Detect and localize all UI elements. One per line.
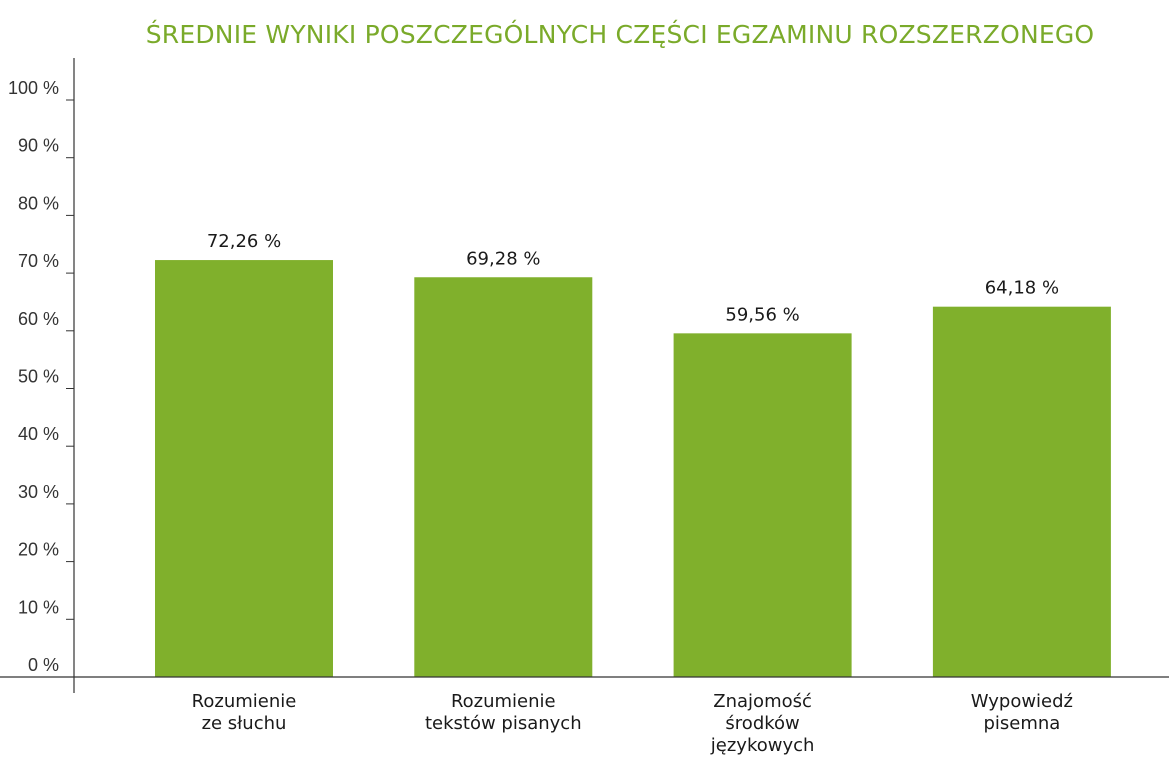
category-label-line: Rozumienie [451,691,556,712]
y-tick-label: 80 % [18,193,59,213]
y-tick-label: 90 % [18,136,59,156]
y-tick-label: 100 % [8,78,59,98]
value-label: 64,18 % [985,278,1059,299]
category-label-line: środków [725,713,799,734]
bar [932,306,1111,677]
y-tick-label: 10 % [18,597,59,617]
category-label-line: pisemna [983,713,1060,734]
category-label-line: ze słuchu [202,713,287,734]
y-tick-label: 20 % [18,540,59,560]
bar [673,333,852,677]
value-label: 59,56 % [725,304,799,325]
chart-title: ŚREDNIE WYNIKI POSZCZEGÓLNYCH CZĘŚCI EGZ… [146,19,1095,49]
y-tick-label: 50 % [18,367,59,387]
bar [414,277,593,677]
category-label: Znajomość środków językowych [710,691,815,756]
category-label-line: Rozumienie [192,691,297,712]
category-label: Rozumienie ze słuchu [192,691,297,734]
bars [155,260,1111,677]
y-tick-label: 0 % [28,655,59,675]
category-label-line: tekstów pisanych [425,713,582,734]
category-label-line: językowych [710,735,815,756]
category-label-line: Znajomość [713,691,812,712]
value-label: 72,26 % [207,231,281,252]
y-tick-label: 70 % [18,251,59,271]
category-label-line: Wypowiedź [971,691,1073,712]
value-labels: 72,26 % 69,28 % 59,56 % 64,18 % [207,231,1059,325]
y-tick-label: 40 % [18,424,59,444]
category-label: Rozumienie tekstów pisanych [425,691,582,734]
bar [155,260,333,677]
category-label: Wypowiedź pisemna [971,691,1073,734]
y-axis: 0 % 10 % 20 % 30 % 40 % 50 % 60 % 70 % 80 % 90 % 1… [8,58,75,693]
y-tick-label: 60 % [18,309,59,329]
value-label: 69,28 % [466,248,540,269]
y-tick-label: 30 % [18,482,59,502]
